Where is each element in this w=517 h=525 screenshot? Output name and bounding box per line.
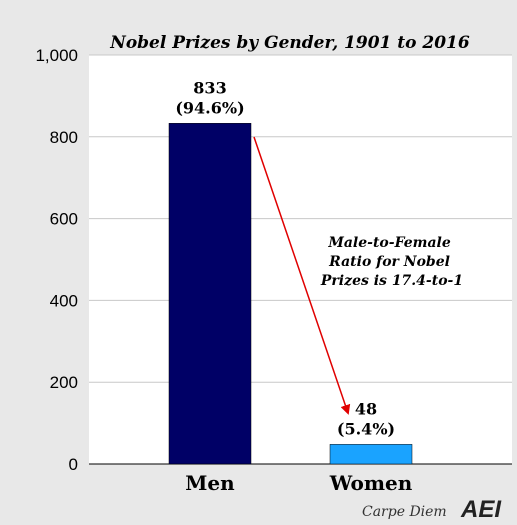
x-tick-label: Men <box>185 471 235 495</box>
aei-logo: AEI <box>460 496 502 523</box>
y-tick-label: 400 <box>50 291 78 310</box>
y-tick-label: 0 <box>69 455 78 474</box>
y-tick-label: 600 <box>50 210 78 229</box>
y-axis: 0 200 400 600 800 1,000 <box>35 46 78 474</box>
y-tick-label: 1,000 <box>35 46 78 65</box>
y-tick-label: 200 <box>50 373 78 392</box>
data-label-value: 833 <box>193 78 226 97</box>
x-tick-label: Women <box>329 471 413 495</box>
data-label-percent: (94.6%) <box>175 98 244 117</box>
data-label-value: 48 <box>355 399 377 418</box>
plot-area <box>89 55 512 464</box>
data-labels: 833(94.6%) 48(5.4%) <box>175 78 395 438</box>
annotation-line-2: Ratio for Nobel <box>328 254 450 270</box>
bars <box>168 123 413 465</box>
annotation-line-3: Prizes is 17.4-to-1 <box>320 273 463 289</box>
bar-men <box>168 123 252 465</box>
bar-women <box>329 444 413 465</box>
chart-title: Nobel Prizes by Gender, 1901 to 2016 <box>109 33 470 53</box>
y-tick-label: 800 <box>50 128 78 147</box>
annotation-arrow <box>253 136 351 415</box>
x-axis: Men Women <box>185 471 412 495</box>
annotation-line-1: Male-to-Female <box>327 235 451 251</box>
annotation-text: Male-to-Female Ratio for Nobel Prizes is… <box>320 235 463 289</box>
data-label-percent: (5.4%) <box>337 419 395 438</box>
credit-text: Carpe Diem <box>362 504 447 520</box>
gridlines <box>89 54 512 383</box>
